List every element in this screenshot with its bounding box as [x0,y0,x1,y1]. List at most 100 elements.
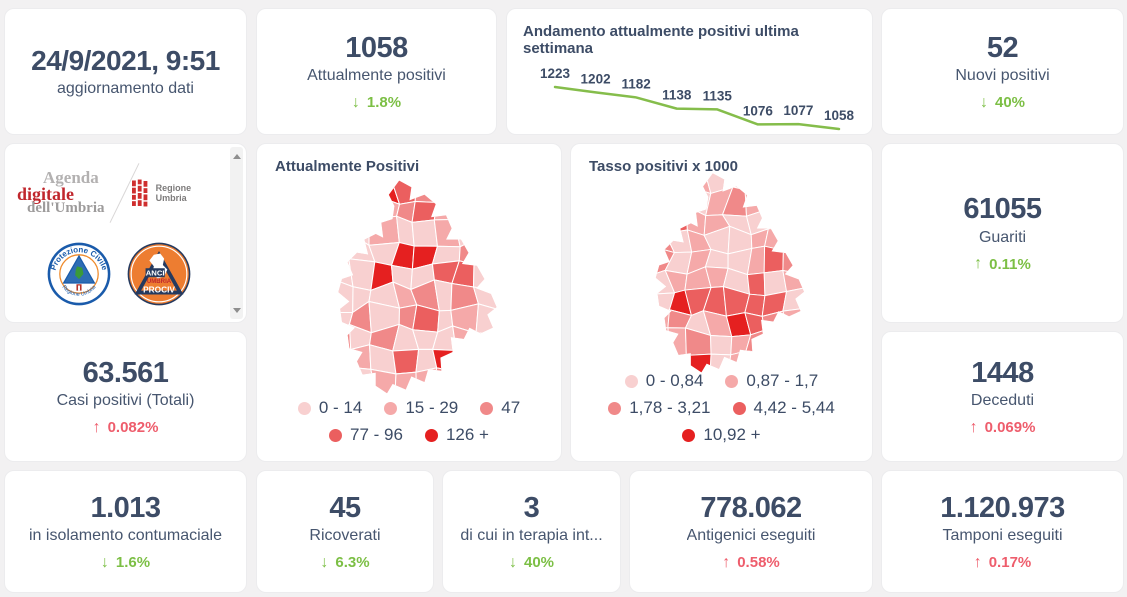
umbria-choropleth-attualmente-positivi[interactable] [308,176,510,396]
attualmente-positivi-delta: ↓ 1.8% [352,94,401,111]
map-municipality[interactable] [763,245,784,274]
map-municipality[interactable] [646,210,666,234]
umbria-choropleth-tasso-positivi[interactable] [627,169,817,375]
map-municipality[interactable] [663,187,691,217]
map-municipality[interactable] [330,323,352,350]
legend-color-dot-icon [682,428,696,442]
legend-color-dot-icon [384,401,398,415]
map-municipality[interactable] [648,309,670,329]
map-municipality[interactable] [781,307,805,335]
map-municipality[interactable] [329,366,358,396]
map-municipality[interactable] [473,236,496,265]
legend-item: 0 - 0,84 [624,371,703,391]
map-municipality[interactable] [476,345,497,373]
map-municipality[interactable] [767,349,787,370]
legend-item: 4,42 - 5,44 [732,398,835,418]
map-municipality[interactable] [663,205,688,234]
card-deceduti: 1448 Deceduti ↑ 0.069% [881,331,1124,462]
map-municipality[interactable] [762,169,789,193]
map-municipality[interactable] [479,369,502,394]
map-municipality[interactable] [454,371,482,392]
logos-scrollbar[interactable] [230,147,243,319]
map-municipality[interactable] [725,171,750,191]
map-municipality[interactable] [436,176,460,204]
map-municipality[interactable] [411,200,438,223]
map-municipality[interactable] [475,302,502,334]
card-tamponi-eseguiti: 1.120.973 Tamponi eseguiti ↑ 0.17% [881,470,1124,593]
map-municipality[interactable] [744,188,767,217]
map-municipality[interactable] [370,368,397,396]
attualmente-positivi-label: Attualmente positivi [307,67,446,85]
isolamento-delta: ↓ 1.6% [101,554,150,571]
terapia-intensiva-value: 3 [523,491,540,524]
map-municipality[interactable] [330,199,355,220]
map-municipality[interactable] [781,247,804,276]
map-municipality[interactable] [762,188,789,211]
legend-label: 77 - 96 [350,425,403,444]
map-municipality[interactable] [765,208,789,230]
map-municipality[interactable] [646,193,671,217]
map-municipality[interactable] [348,257,376,291]
chart-value-label: 1058 [824,108,855,123]
map-municipality[interactable] [349,218,370,246]
map-municipality[interactable] [781,270,808,292]
legend-label: 15 - 29 [405,398,459,417]
map-municipality[interactable] [394,371,418,396]
map-municipality[interactable] [368,215,400,246]
map-municipality[interactable] [763,329,790,354]
attualmente-positivi-value: 1058 [345,31,408,64]
anci-umbria-prociv-logo: ANCI UMBRIA PROCIV [127,242,190,306]
card-nuovi-positivi: 52 Nuovi positivi ↓ 40% [881,8,1124,135]
trend-line-chart[interactable]: 1223 1202 1182 1138 1135 1076 1077 1058 [513,57,865,143]
scroll-up-icon [232,153,241,159]
map-municipality[interactable] [473,257,496,291]
regione-umbria-label: Regione Umbria [155,183,192,203]
map-municipality[interactable] [415,366,438,393]
guariti-value: 61055 [963,193,1042,226]
legend-color-dot-icon [725,374,739,388]
map-municipality[interactable] [475,195,495,225]
map-municipality[interactable] [787,191,806,210]
down-arrow-icon: ↓ [979,93,988,111]
map-municipality[interactable] [453,195,482,225]
map-municipality[interactable] [453,176,477,204]
map-municipality[interactable] [330,218,358,238]
map-municipality[interactable] [669,173,691,196]
map-municipality[interactable] [783,169,809,193]
map-municipality[interactable] [744,173,772,191]
map-municipality[interactable] [472,176,497,200]
scrollbar-up-button[interactable] [230,149,243,163]
map-municipality[interactable] [330,178,355,203]
card-attualmente-positivi: 1058 Attualmente positivi ↓ 1.8% [256,8,497,135]
legend-color-dot-icon [297,401,311,415]
map-municipality[interactable] [651,327,671,358]
map-municipality[interactable] [782,226,808,251]
map-municipality[interactable] [746,272,765,297]
map-municipality[interactable] [330,347,352,377]
map-municipality[interactable] [647,169,675,196]
up-arrow-icon: ↑ [974,255,983,273]
map-municipality[interactable] [433,218,461,247]
map-municipality[interactable] [432,366,463,390]
map-municipality[interactable] [392,348,420,374]
scrollbar-down-button[interactable] [230,303,243,317]
nuovi-positivi-value: 52 [986,31,1019,64]
map-municipality[interactable] [452,324,478,351]
chart-value-label: 1223 [540,66,571,81]
map-municipality[interactable] [780,330,806,355]
map-municipality[interactable] [349,193,375,220]
map-municipality[interactable] [411,218,438,247]
map-municipality[interactable] [666,327,687,358]
map-municipality[interactable] [709,334,732,356]
map-municipality[interactable] [353,179,375,201]
map-municipality[interactable] [414,176,439,203]
card-ricoverati: 45 Ricoverati ↓ 6.3% [256,470,434,593]
map-municipality[interactable] [787,208,808,229]
map-tasso-wrap [571,173,872,373]
map-municipality[interactable] [433,201,460,220]
map-municipality[interactable] [477,220,495,247]
map-municipality[interactable] [455,345,481,373]
map-municipality[interactable] [475,332,499,352]
map-municipality[interactable] [652,227,675,254]
